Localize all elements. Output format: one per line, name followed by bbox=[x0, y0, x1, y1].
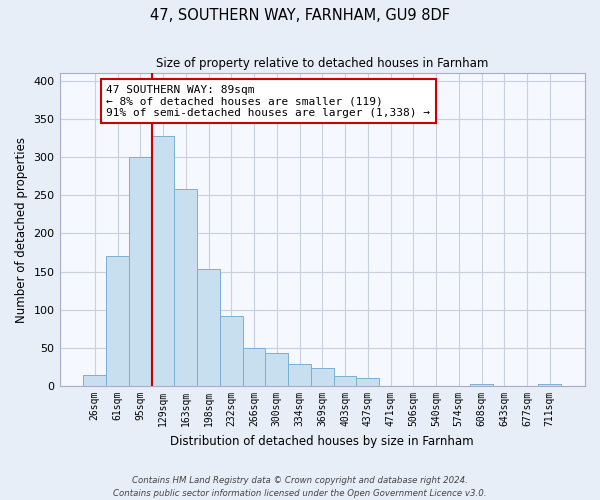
Text: 47 SOUTHERN WAY: 89sqm
← 8% of detached houses are smaller (119)
91% of semi-det: 47 SOUTHERN WAY: 89sqm ← 8% of detached … bbox=[106, 84, 430, 117]
Bar bbox=[197, 270, 220, 386]
Bar bbox=[106, 256, 129, 386]
Bar bbox=[83, 374, 106, 386]
Bar bbox=[175, 189, 197, 386]
Bar bbox=[129, 157, 152, 386]
Bar bbox=[288, 364, 311, 386]
Bar bbox=[538, 384, 561, 386]
Bar bbox=[152, 136, 175, 386]
Bar bbox=[242, 348, 265, 386]
Text: Contains HM Land Registry data © Crown copyright and database right 2024.
Contai: Contains HM Land Registry data © Crown c… bbox=[113, 476, 487, 498]
Bar bbox=[356, 378, 379, 386]
Y-axis label: Number of detached properties: Number of detached properties bbox=[15, 136, 28, 322]
Bar bbox=[311, 368, 334, 386]
Title: Size of property relative to detached houses in Farnham: Size of property relative to detached ho… bbox=[156, 58, 488, 70]
Text: 47, SOUTHERN WAY, FARNHAM, GU9 8DF: 47, SOUTHERN WAY, FARNHAM, GU9 8DF bbox=[150, 8, 450, 22]
Bar bbox=[334, 376, 356, 386]
Bar bbox=[220, 316, 242, 386]
Bar bbox=[470, 384, 493, 386]
Bar bbox=[265, 353, 288, 386]
X-axis label: Distribution of detached houses by size in Farnham: Distribution of detached houses by size … bbox=[170, 434, 474, 448]
